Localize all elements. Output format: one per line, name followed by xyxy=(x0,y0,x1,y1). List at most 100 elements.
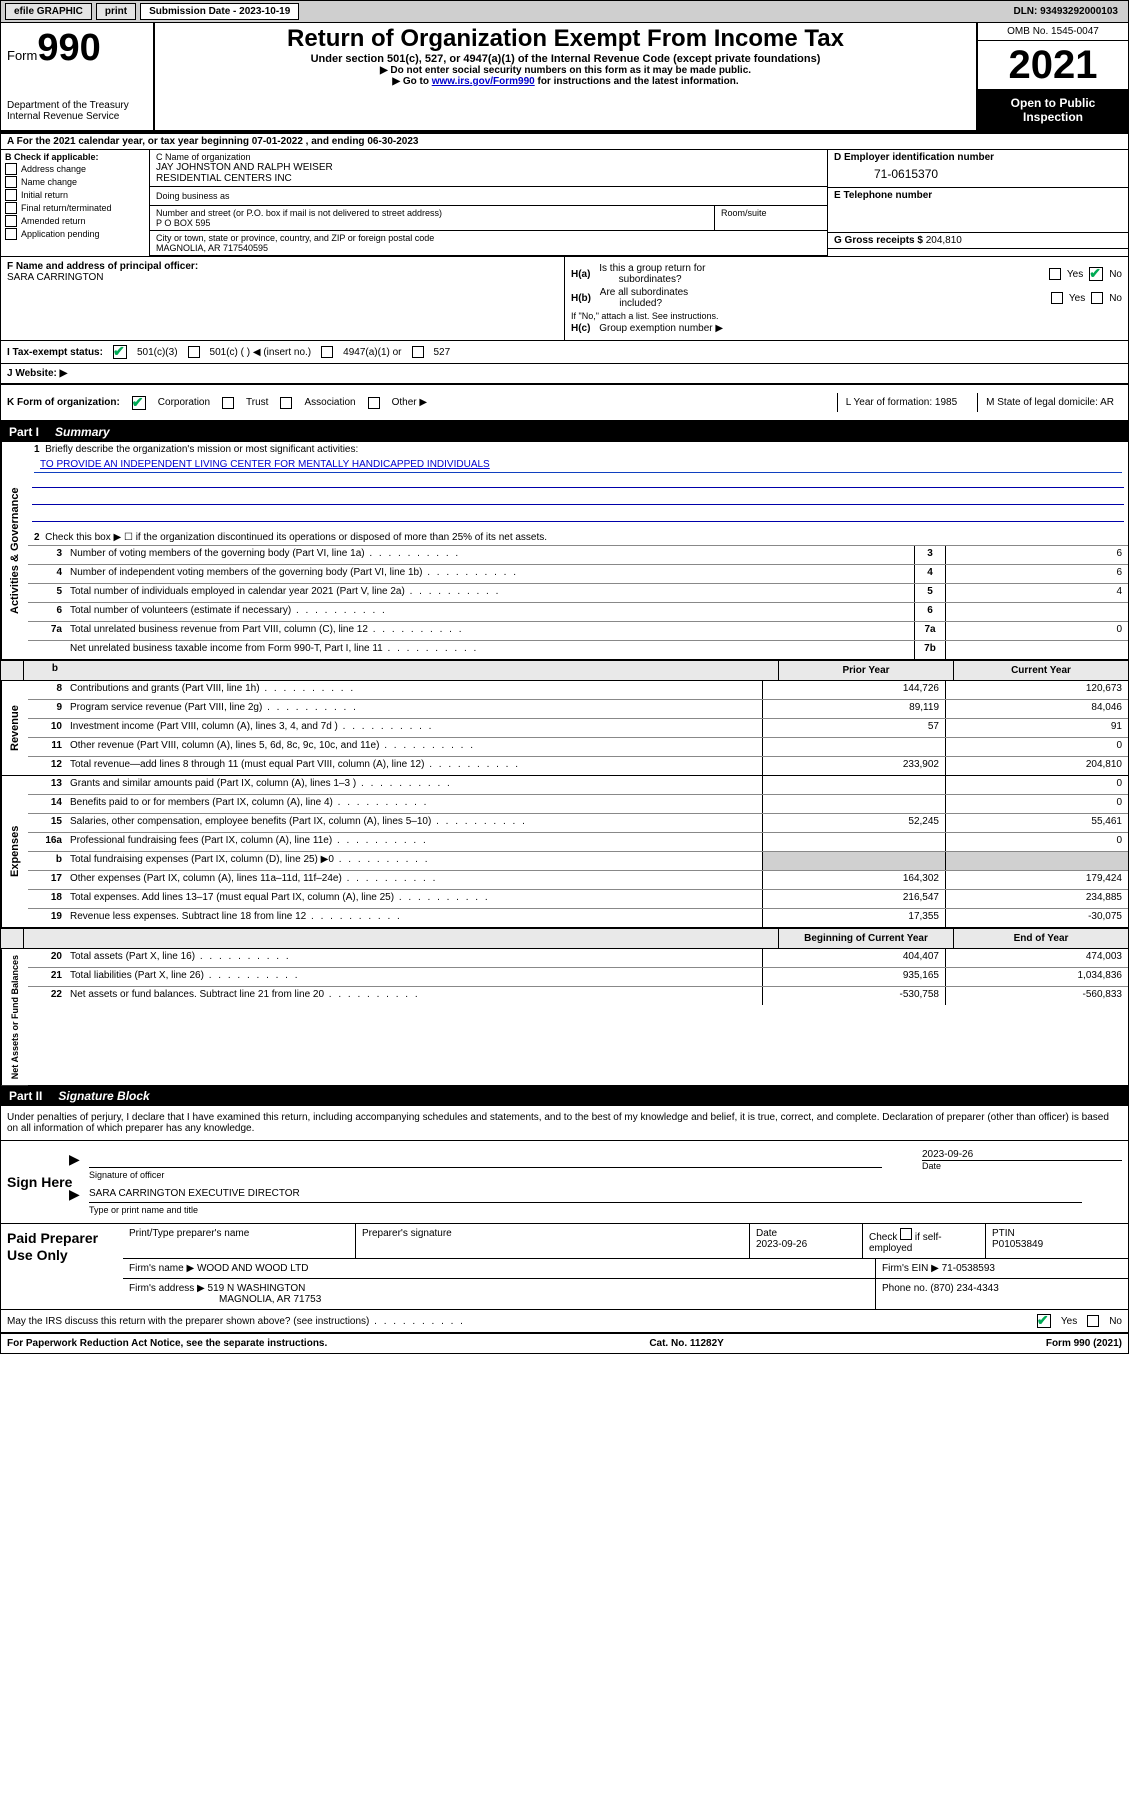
officer-signature-line[interactable]: ▶ xyxy=(89,1153,882,1168)
amended-return-label: Amended return xyxy=(21,216,86,226)
prior-value: 164,302 xyxy=(762,871,945,889)
firm-addr-label: Firm's address ▶ xyxy=(129,1283,205,1294)
current-value: 120,673 xyxy=(945,681,1128,699)
line-number: b xyxy=(28,852,66,870)
501c-checkbox[interactable] xyxy=(188,346,200,358)
box-c: C Name of organization JAY JOHNSTON AND … xyxy=(150,150,828,256)
table-row: 19Revenue less expenses. Subtract line 1… xyxy=(28,908,1128,927)
ln7b-no xyxy=(28,641,66,659)
line-text: Total expenses. Add lines 13–17 (must eq… xyxy=(66,890,762,908)
ln3-text: Number of voting members of the governin… xyxy=(66,546,914,564)
ein-value: 71-0615370 xyxy=(834,163,1122,185)
check-label: Check xyxy=(869,1232,897,1243)
501c3-checkbox[interactable] xyxy=(113,345,127,359)
phone-value: (870) 234-4343 xyxy=(930,1283,998,1294)
4947-checkbox[interactable] xyxy=(321,346,333,358)
state-domicile: M State of legal domicile: AR xyxy=(977,393,1122,412)
ln7b-text: Net unrelated business taxable income fr… xyxy=(66,641,914,659)
note2-post: for instructions and the latest informat… xyxy=(535,76,739,87)
self-employed-checkbox[interactable] xyxy=(900,1228,912,1240)
checkbox-amended[interactable] xyxy=(5,215,17,227)
may-discuss-row: May the IRS discuss this return with the… xyxy=(1,1310,1128,1334)
ha-yes-label: Yes xyxy=(1067,269,1083,280)
footer-left: For Paperwork Reduction Act Notice, see … xyxy=(7,1338,327,1349)
footer-row: For Paperwork Reduction Act Notice, see … xyxy=(1,1334,1128,1353)
box-d: D Employer identification number 71-0615… xyxy=(828,150,1128,188)
box-g: G Gross receipts $ 204,810 xyxy=(828,233,1128,249)
prior-value: 216,547 xyxy=(762,890,945,908)
ptin-label: PTIN xyxy=(992,1228,1015,1239)
prior-value: -530,758 xyxy=(762,987,945,1005)
prior-value: 52,245 xyxy=(762,814,945,832)
line-5: 5 Total number of individuals employed i… xyxy=(28,583,1128,602)
tax-year: 2021 xyxy=(978,41,1128,89)
note2-pre: ▶ Go to xyxy=(392,76,431,87)
prior-value: 935,165 xyxy=(762,968,945,986)
efile-label: efile GRAPHIC xyxy=(5,3,92,20)
name-line: ▶SARA CARRINGTON EXECUTIVE DIRECTOR xyxy=(89,1188,1082,1203)
street-value: P O BOX 595 xyxy=(156,218,210,228)
ln5-no: 5 xyxy=(28,584,66,602)
table-row: 15Salaries, other compensation, employee… xyxy=(28,813,1128,832)
corp-checkbox[interactable] xyxy=(132,396,146,410)
footer-right: Form 990 (2021) xyxy=(1046,1338,1122,1349)
ln7a-no: 7a xyxy=(28,622,66,640)
ha-yes-checkbox[interactable] xyxy=(1049,268,1061,280)
tax-status-label: I Tax-exempt status: xyxy=(7,347,103,358)
prior-year-header: Prior Year xyxy=(778,661,953,680)
ha-no-checkbox[interactable] xyxy=(1089,267,1103,281)
firm-name-cell: Firm's name ▶ WOOD AND WOOD LTD xyxy=(123,1259,876,1278)
current-value: 474,003 xyxy=(945,949,1128,967)
527-checkbox[interactable] xyxy=(412,346,424,358)
checkbox-addr[interactable] xyxy=(5,163,17,175)
line-number: 18 xyxy=(28,890,66,908)
prior-value: 144,726 xyxy=(762,681,945,699)
irs-link[interactable]: www.irs.gov/Form990 xyxy=(432,76,535,87)
may-discuss-text: May the IRS discuss this return with the… xyxy=(7,1316,465,1327)
netassets-section: Net Assets or Fund Balances 20Total asse… xyxy=(1,949,1128,1086)
phone-label: Phone no. xyxy=(882,1283,928,1294)
ln6-val xyxy=(945,603,1128,621)
expenses-body: 13Grants and similar amounts paid (Part … xyxy=(28,776,1128,927)
checkbox-name[interactable] xyxy=(5,176,17,188)
discuss-yes-checkbox[interactable] xyxy=(1037,1314,1051,1328)
website-row: J Website: ▶ xyxy=(1,364,1128,385)
prior-value xyxy=(762,776,945,794)
line-text: Total assets (Part X, line 16) xyxy=(66,949,762,967)
omb-number: OMB No. 1545-0047 xyxy=(978,23,1128,41)
prior-value: 233,902 xyxy=(762,757,945,775)
revenue-tab: Revenue xyxy=(1,681,28,775)
preparer-name-header: Print/Type preparer's name xyxy=(123,1224,356,1258)
name-change-label: Name change xyxy=(21,177,77,187)
current-value: -30,075 xyxy=(945,909,1128,927)
line-number: 17 xyxy=(28,871,66,889)
other-checkbox[interactable] xyxy=(368,397,380,409)
hb-yes-checkbox[interactable] xyxy=(1051,292,1063,304)
form-id-cell: Form990 Department of the TreasuryIntern… xyxy=(1,23,155,130)
end-year-header: End of Year xyxy=(953,929,1128,948)
checkbox-final[interactable] xyxy=(5,202,17,214)
current-value: 55,461 xyxy=(945,814,1128,832)
officer-h-row: F Name and address of principal officer:… xyxy=(1,257,1128,341)
prior-value: 89,119 xyxy=(762,700,945,718)
netassets-body: 20Total assets (Part X, line 16)404,4074… xyxy=(28,949,1128,1085)
discuss-no-checkbox[interactable] xyxy=(1087,1315,1099,1327)
table-row: 11Other revenue (Part VIII, column (A), … xyxy=(28,737,1128,756)
part1-label: Part I xyxy=(9,425,39,439)
table-row: 12Total revenue—add lines 8 through 11 (… xyxy=(28,756,1128,775)
line-text: Program service revenue (Part VIII, line… xyxy=(66,700,762,718)
firm-addr2: MAGNOLIA, AR 71753 xyxy=(219,1294,321,1305)
city-value: MAGNOLIA, AR 717540595 xyxy=(156,243,268,253)
right-info-col: D Employer identification number 71-0615… xyxy=(828,150,1128,256)
hb-no-checkbox[interactable] xyxy=(1091,292,1103,304)
table-row: 21Total liabilities (Part X, line 26)935… xyxy=(28,967,1128,986)
print-button[interactable]: print xyxy=(96,3,136,20)
current-value: 234,885 xyxy=(945,890,1128,908)
checkbox-app[interactable] xyxy=(5,228,17,240)
trust-checkbox[interactable] xyxy=(222,397,234,409)
checkbox-initial[interactable] xyxy=(5,189,17,201)
part2-label: Part II xyxy=(9,1089,42,1103)
gross-receipts-value: 204,810 xyxy=(926,235,962,246)
table-row: 16aProfessional fundraising fees (Part I… xyxy=(28,832,1128,851)
assoc-checkbox[interactable] xyxy=(280,397,292,409)
